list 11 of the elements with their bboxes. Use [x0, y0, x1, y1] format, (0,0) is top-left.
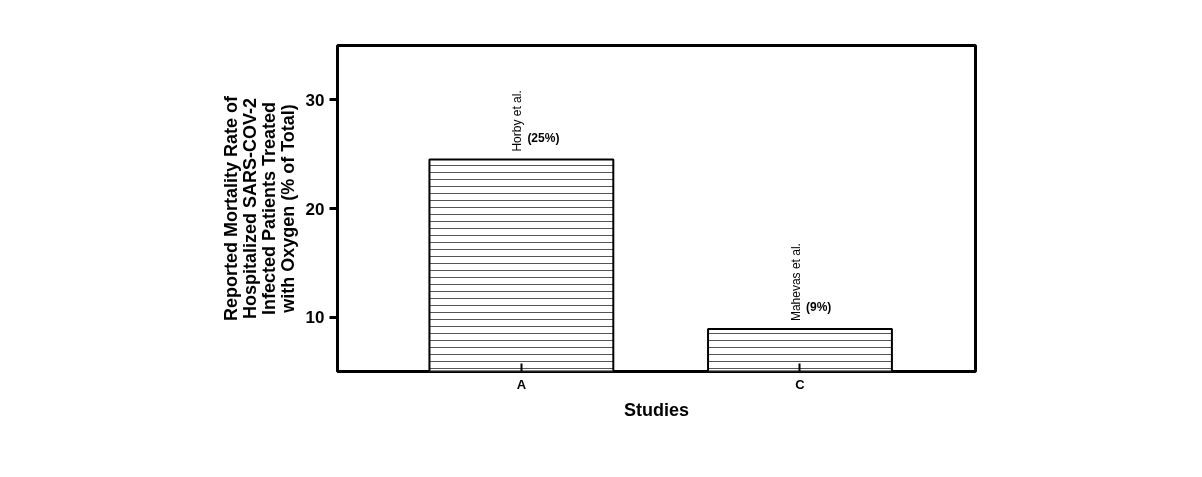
annotation: Horby et al. — [510, 90, 525, 152]
x-tick-label: A — [516, 376, 527, 392]
y-tick-label: 10 — [305, 308, 325, 328]
data-label: (25%) — [527, 130, 560, 145]
x-tick-label: C — [795, 376, 806, 392]
data-label: (9%) — [805, 300, 832, 315]
y-axis-title: Reported Mortality Rate of Hospitalized SARS-COV-2 Infected Patients Treated with Oxygen (% of Total) — [220, 94, 298, 322]
y-tick-label: 20 — [305, 199, 325, 219]
x-axis-title: Studies — [623, 399, 690, 420]
annotation: Mahevas et al. — [788, 243, 803, 322]
y-tick-label: 30 — [305, 90, 325, 110]
